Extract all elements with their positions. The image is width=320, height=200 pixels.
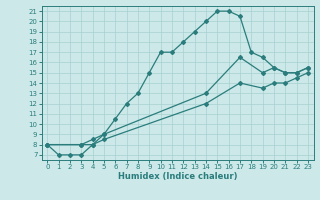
X-axis label: Humidex (Indice chaleur): Humidex (Indice chaleur)	[118, 172, 237, 181]
